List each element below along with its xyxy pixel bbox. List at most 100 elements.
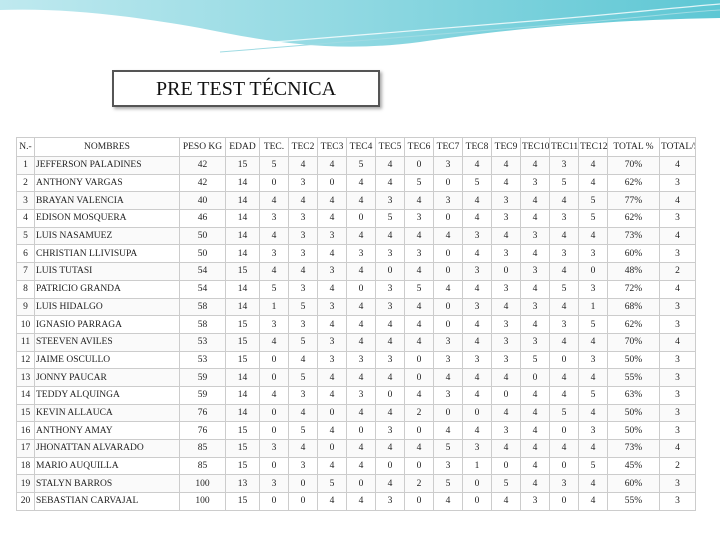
cell: 0 bbox=[462, 403, 492, 423]
cell: 2 bbox=[16, 173, 35, 193]
column-header: TOTAL/5 bbox=[659, 137, 696, 157]
cell: 0 bbox=[578, 262, 608, 281]
cell: 5 bbox=[288, 297, 318, 317]
cell: 3 bbox=[659, 368, 696, 387]
table-row: 10 IGNASIO PARRAGA 58 15 3 3 4 4 4 4 0 4 3 4 3 5 62% 3 bbox=[16, 315, 696, 334]
cell: 17 bbox=[16, 439, 35, 458]
cell: 58 bbox=[179, 315, 226, 334]
cell: 0 bbox=[491, 262, 521, 281]
cell: 3 bbox=[433, 332, 463, 352]
cell: 4 bbox=[578, 368, 608, 387]
column-header: TEC. bbox=[259, 137, 289, 157]
cell: 5 bbox=[259, 279, 289, 299]
cell: 4 bbox=[520, 385, 550, 405]
cell: 4 bbox=[317, 456, 347, 476]
cell: 0 bbox=[549, 456, 579, 476]
column-header: EDAD bbox=[225, 137, 260, 157]
cell: 5 bbox=[578, 456, 608, 476]
cell: 4 bbox=[375, 403, 405, 423]
cell: 3 bbox=[491, 315, 521, 334]
cell: 0 bbox=[404, 368, 434, 387]
cell: 0 bbox=[375, 385, 405, 405]
cell: 3 bbox=[288, 226, 318, 246]
cell: 14 bbox=[225, 226, 260, 246]
cell: 15 bbox=[225, 262, 260, 281]
cell: 4 bbox=[462, 209, 492, 228]
cell: 3 bbox=[259, 474, 289, 494]
cell: 5 bbox=[462, 173, 492, 193]
cell: 4 bbox=[346, 191, 376, 211]
cell: 4 bbox=[549, 262, 579, 281]
cell: 0 bbox=[259, 368, 289, 387]
cell: 4 bbox=[404, 262, 434, 281]
cell: 3 bbox=[462, 350, 492, 370]
cell: 73% bbox=[607, 226, 660, 246]
cell: 15 bbox=[225, 156, 260, 175]
cell: 3 bbox=[433, 191, 463, 211]
cell: 15 bbox=[225, 456, 260, 476]
cell: 14 bbox=[16, 385, 35, 405]
table-row: 6 CHRISTIAN LLIVISUPA 50 14 3 3 4 3 3 3 0 4 3 4 3 3 60% 3 bbox=[16, 244, 696, 264]
cell: 5 bbox=[433, 474, 463, 494]
cell: 4 bbox=[462, 315, 492, 334]
column-header: TEC5 bbox=[375, 137, 405, 157]
cell: 58 bbox=[179, 297, 226, 317]
cell: 70% bbox=[607, 332, 660, 352]
cell: 0 bbox=[404, 421, 434, 440]
cell: 4 bbox=[659, 191, 696, 211]
cell: 4 bbox=[317, 279, 347, 299]
cell: 0 bbox=[317, 403, 347, 423]
cell: 4 bbox=[462, 332, 492, 352]
cell: 0 bbox=[346, 421, 376, 440]
cell: 4 bbox=[491, 492, 521, 511]
cell: 3 bbox=[520, 492, 550, 511]
cell: 4 bbox=[346, 439, 376, 458]
cell: 3 bbox=[578, 421, 608, 440]
cell: 4 bbox=[659, 279, 696, 299]
column-header: NOMBRES bbox=[34, 137, 180, 157]
cell: 4 bbox=[520, 279, 550, 299]
cell: 3 bbox=[433, 456, 463, 476]
cell: 4 bbox=[433, 368, 463, 387]
cell: 3 bbox=[520, 226, 550, 246]
cell: 3 bbox=[346, 385, 376, 405]
cell: 14 bbox=[225, 403, 260, 423]
cell: 14 bbox=[225, 173, 260, 193]
cell: 4 bbox=[433, 226, 463, 246]
cell: 0 bbox=[259, 421, 289, 440]
cell: 4 bbox=[659, 332, 696, 352]
cell: 3 bbox=[659, 492, 696, 511]
student-name: LUIS HIDALGO bbox=[34, 297, 180, 317]
cell: 4 bbox=[549, 439, 579, 458]
cell: 3 bbox=[549, 209, 579, 228]
cell: 4 bbox=[317, 244, 347, 264]
cell: 4 bbox=[659, 226, 696, 246]
cell: 3 bbox=[288, 315, 318, 334]
cell: 4 bbox=[578, 439, 608, 458]
cell: 4 bbox=[404, 385, 434, 405]
cell: 4 bbox=[578, 332, 608, 352]
cell: 4 bbox=[520, 244, 550, 264]
column-header: N.- bbox=[16, 137, 35, 157]
cell: 3 bbox=[346, 350, 376, 370]
cell: 4 bbox=[288, 156, 318, 175]
cell: 4 bbox=[346, 315, 376, 334]
cell: 53 bbox=[179, 332, 226, 352]
cell: 3 bbox=[491, 350, 521, 370]
cell: 4 bbox=[520, 315, 550, 334]
cell: 4 bbox=[578, 492, 608, 511]
cell: 4 bbox=[462, 368, 492, 387]
cell: 1 bbox=[16, 156, 35, 175]
cell: 0 bbox=[375, 456, 405, 476]
cell: 4 bbox=[578, 226, 608, 246]
cell: 42 bbox=[179, 156, 226, 175]
cell: 62% bbox=[607, 209, 660, 228]
cell: 3 bbox=[491, 244, 521, 264]
cell: 4 bbox=[375, 173, 405, 193]
cell: 15 bbox=[225, 421, 260, 440]
cell: 14 bbox=[225, 297, 260, 317]
cell: 0 bbox=[404, 156, 434, 175]
cell: 3 bbox=[659, 297, 696, 317]
cell: 5 bbox=[491, 474, 521, 494]
results-table: N.- NOMBRES PESO KG EDAD TEC. TEC2 TEC3 TEC4 TEC… bbox=[16, 137, 696, 511]
